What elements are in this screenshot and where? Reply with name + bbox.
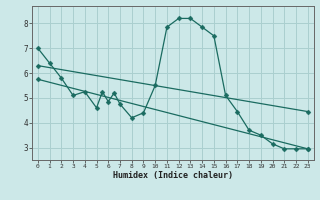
X-axis label: Humidex (Indice chaleur): Humidex (Indice chaleur) — [113, 171, 233, 180]
